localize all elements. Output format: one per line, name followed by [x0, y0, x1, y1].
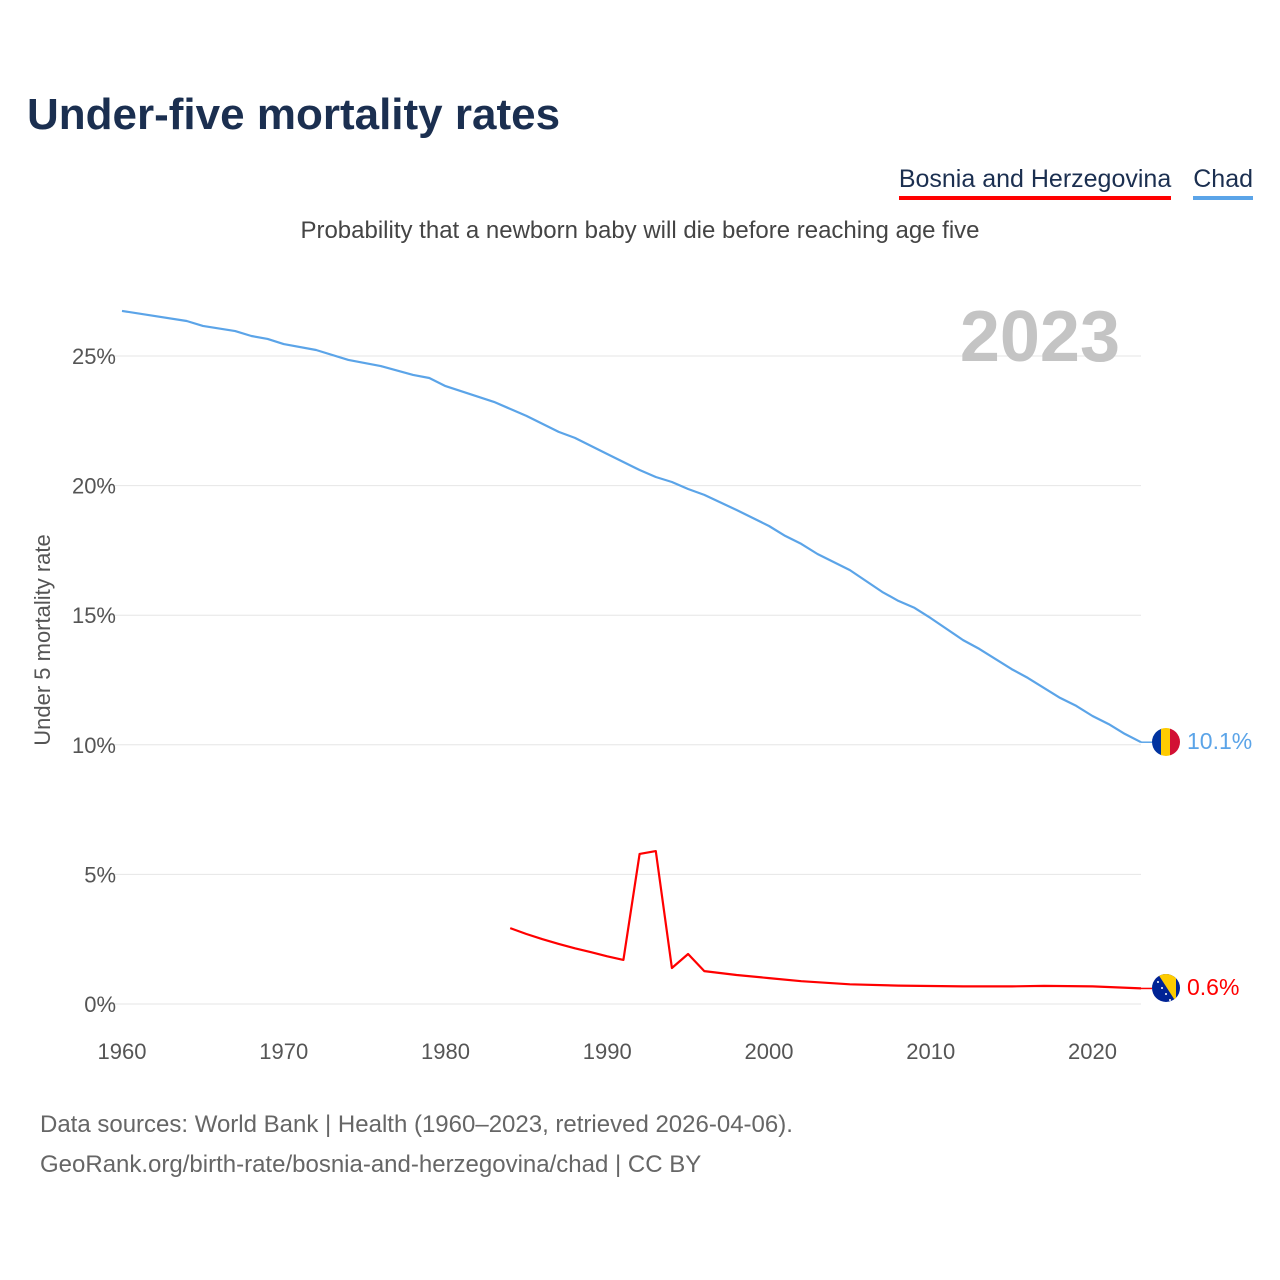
- chart-subtitle: Probability that a newborn baby will die…: [300, 217, 980, 244]
- chart-title: Under-five mortality rates: [27, 90, 561, 139]
- x-tick-label: 1960: [98, 1039, 147, 1064]
- y-tick-label: 25%: [72, 344, 116, 369]
- chad-flag-icon: [1152, 728, 1180, 756]
- legend: Bosnia and Herzegovina Chad: [898, 165, 1253, 200]
- source-url[interactable]: GeoRank.org/birth-rate/bosnia-and-herzeg…: [40, 1151, 702, 1178]
- footer: Data sources: World Bank | Health (1960–…: [40, 1105, 793, 1185]
- y-tick-label: 10%: [72, 733, 116, 758]
- x-tick-label: 1970: [259, 1039, 308, 1064]
- x-tick-label: 2020: [1068, 1039, 1117, 1064]
- legend-item-bosnia[interactable]: Bosnia and Herzegovina: [898, 165, 1172, 200]
- chad-end-label: 10.1%: [1187, 728, 1252, 754]
- bosnia-end-label: 0.6%: [1187, 974, 1239, 1000]
- legend-item-chad[interactable]: Chad: [1193, 165, 1253, 200]
- x-tick-label: 1990: [583, 1039, 632, 1064]
- y-tick-label: 20%: [72, 474, 116, 499]
- bosnia-flag-icon: [1152, 974, 1180, 1002]
- y-axis-label: Under 5 mortality rate: [30, 534, 55, 746]
- year-watermark: 2023: [960, 297, 1120, 377]
- series-line-bosnia-and-herzegovina[interactable]: [509, 850, 1142, 990]
- series-line-chad[interactable]: [121, 309, 1142, 744]
- y-tick-label: 5%: [84, 862, 116, 887]
- x-tick-label: 2010: [906, 1039, 955, 1064]
- x-tick-label: 2000: [745, 1039, 794, 1064]
- x-tick-label: 1980: [421, 1039, 470, 1064]
- data-source: Data sources: World Bank | Health (1960–…: [40, 1111, 793, 1138]
- y-tick-label: 0%: [84, 992, 116, 1017]
- y-tick-label: 15%: [72, 603, 116, 628]
